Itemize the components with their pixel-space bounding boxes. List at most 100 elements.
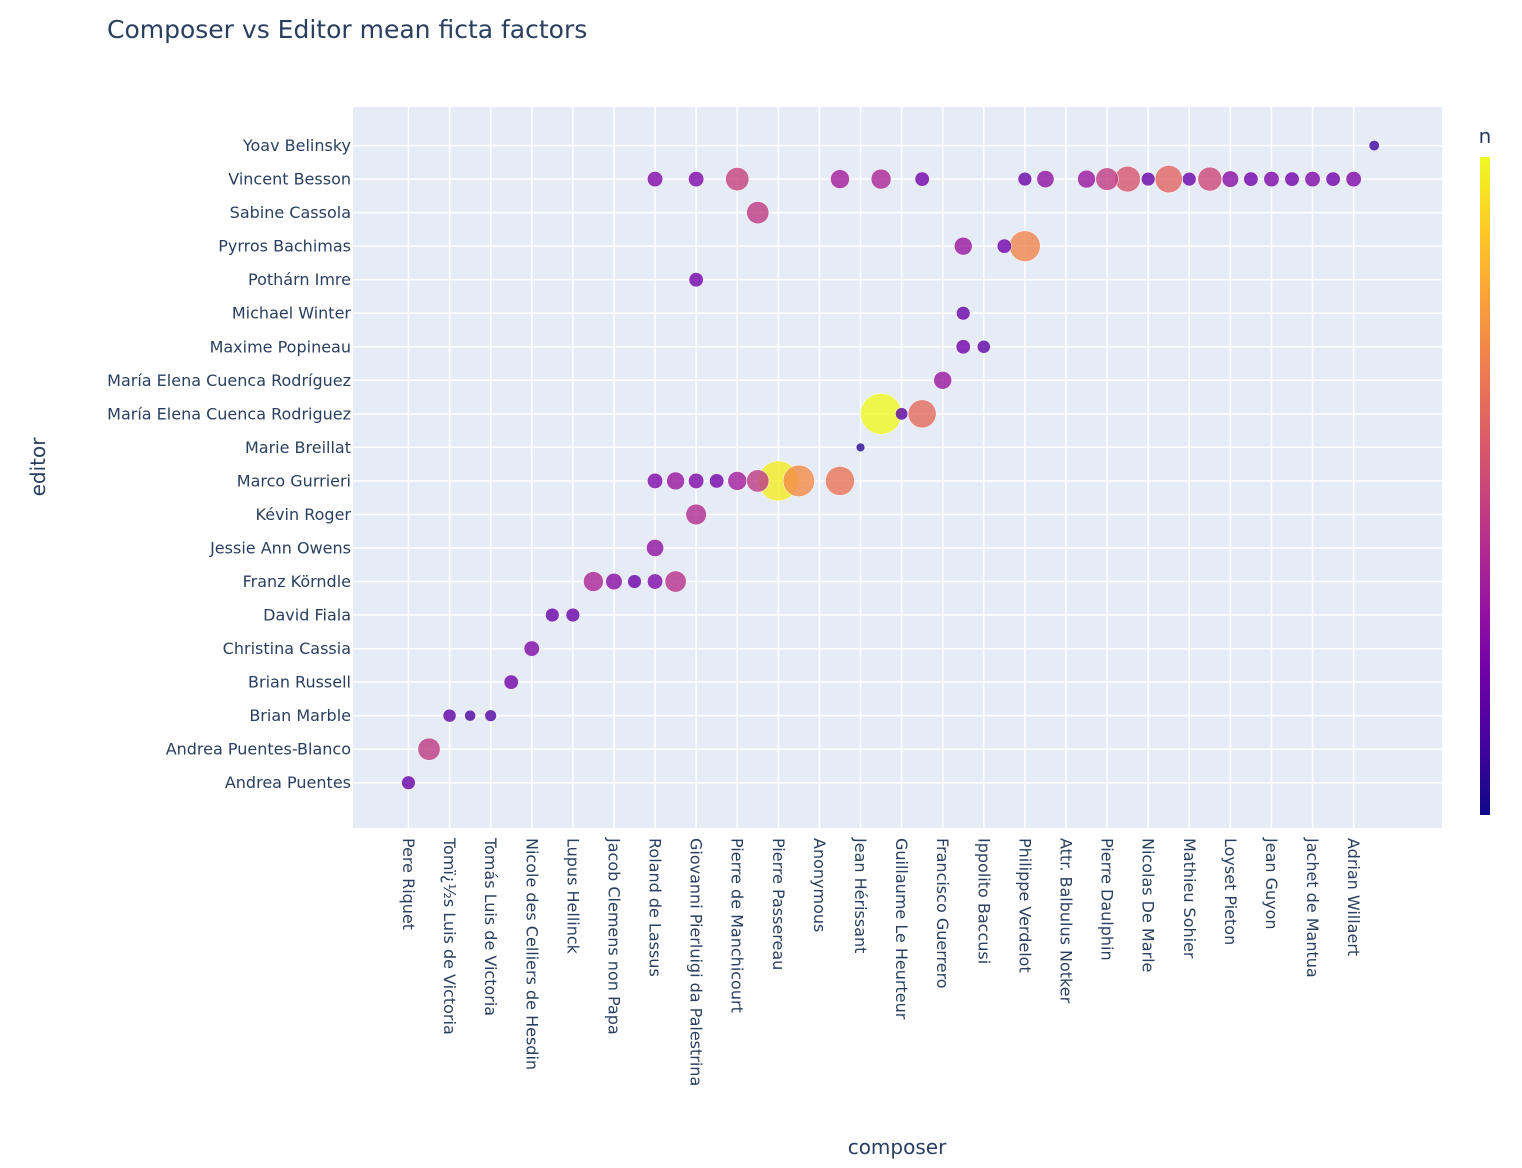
x-tick-label: Giovanni Pierluigi da Palestrina <box>687 838 706 1086</box>
x-tick-label: Pierre Daulphin <box>1098 838 1117 961</box>
data-point <box>401 775 416 790</box>
x-tick-label: Roland de Lassus <box>646 838 665 977</box>
data-point <box>1368 140 1380 152</box>
y-tick-label: Kévin Roger <box>256 505 352 524</box>
data-point <box>976 339 991 354</box>
y-tick-label: Michael Winter <box>232 304 352 323</box>
x-tick-label: Adrian Willaert <box>1344 838 1363 956</box>
data-point <box>688 171 705 188</box>
data-point <box>647 573 664 590</box>
x-tick-label: Pere Riquet <box>399 838 418 930</box>
data-point <box>664 570 687 593</box>
data-point <box>647 472 664 489</box>
data-point <box>685 503 707 525</box>
data-point <box>870 168 892 190</box>
y-tick-label: David Fiala <box>263 606 351 625</box>
x-tick-label: Mathieu Sohier <box>1180 838 1199 959</box>
data-point <box>688 272 704 288</box>
data-point <box>855 442 866 452</box>
y-tick-label: Andrea Puentes <box>225 773 351 792</box>
data-point <box>1095 167 1119 191</box>
x-tick-label: Jean Guyon <box>1262 837 1281 930</box>
x-tick-label: Philippe Verdelot <box>1015 838 1034 973</box>
data-point <box>825 466 855 496</box>
y-tick-label: Andrea Puentes-Blanco <box>166 740 351 759</box>
data-point <box>688 472 705 489</box>
x-tick-label: Nicolas De Marle <box>1139 838 1158 972</box>
data-point <box>933 371 952 390</box>
y-tick-label: Sabine Cassola <box>230 203 351 222</box>
data-point <box>1017 171 1033 187</box>
y-tick-label: María Elena Cuenca Rodriguez <box>107 404 351 423</box>
data-point <box>627 574 642 589</box>
data-point <box>1182 171 1197 187</box>
data-point <box>746 469 770 493</box>
plot-background <box>353 107 1442 828</box>
x-tick-label: Jean Hérissant <box>851 837 870 953</box>
data-point <box>996 238 1012 254</box>
y-tick-label: Maxime Popineau <box>210 337 351 356</box>
data-point <box>1304 171 1321 188</box>
data-point <box>954 236 973 256</box>
y-tick-label: Marie Breillat <box>245 438 351 457</box>
y-tick-label: Pothárn Imre <box>248 270 351 289</box>
data-point <box>464 709 476 722</box>
y-tick-label: Christina Cassia <box>223 639 351 658</box>
y-tick-label: María Elena Cuenca Rodríguez <box>107 371 351 390</box>
x-tick-label: Loyset Pieton <box>1221 838 1240 945</box>
data-point <box>1009 230 1041 262</box>
data-point <box>956 306 971 321</box>
y-tick-label: Jessie Ann Owens <box>209 538 351 557</box>
data-point <box>523 640 540 657</box>
data-point <box>583 571 604 592</box>
x-tick-label: Tomï¿½s Luis de Victoria <box>440 837 459 1035</box>
x-tick-label: Nicole des Celliers de Hesdin <box>522 838 541 1070</box>
data-point <box>545 607 560 623</box>
x-tick-label: Pierre Passereau <box>769 838 788 970</box>
data-point <box>484 709 497 722</box>
data-point <box>666 471 685 491</box>
x-tick-label: Jachet de Mantua <box>1303 837 1322 978</box>
data-point <box>1077 169 1096 189</box>
data-point <box>1243 171 1259 187</box>
data-point <box>1197 166 1223 192</box>
data-point <box>782 464 815 497</box>
data-point <box>727 471 747 491</box>
x-tick-label: Tomás Luis de Victoria <box>481 837 500 1016</box>
x-tick-label: Jacob Clemens non Papa <box>604 837 623 1035</box>
y-tick-label: Vincent Besson <box>228 170 351 189</box>
data-point <box>503 674 519 690</box>
chart-title: Composer vs Editor mean ficta factors <box>107 15 588 44</box>
y-tick-label: Pyrros Bachimas <box>218 237 351 256</box>
data-point <box>565 607 581 623</box>
data-point <box>907 399 937 429</box>
data-point <box>605 573 623 591</box>
data-point <box>1221 170 1239 188</box>
data-point <box>830 169 850 189</box>
data-point <box>955 339 971 355</box>
y-tick-label: Brian Russell <box>248 673 351 692</box>
y-tick-label: Franz Körndle <box>243 572 351 591</box>
data-point <box>646 539 664 557</box>
data-point <box>709 473 725 489</box>
data-point <box>1263 171 1280 188</box>
data-point <box>914 171 930 187</box>
data-point <box>895 407 909 421</box>
x-tick-label: Francisco Guerrero <box>933 838 952 989</box>
x-tick-label: Attr. Balbulus Notker <box>1056 838 1075 1004</box>
x-tick-label: Anonymous <box>810 838 829 932</box>
x-tick-label: Ippolito Baccusi <box>974 838 993 964</box>
colorbar-title: n <box>1479 124 1492 148</box>
data-point <box>1036 170 1055 188</box>
x-axis-title: composer <box>848 1135 947 1159</box>
data-point <box>1284 171 1300 187</box>
data-point <box>417 737 441 761</box>
y-tick-label: Marco Gurrieri <box>237 471 351 490</box>
x-tick-label: Lupus Hellinck <box>563 838 582 955</box>
y-tick-label: Yoav Belinsky <box>242 136 351 155</box>
data-point <box>442 708 457 723</box>
data-point <box>1154 165 1183 194</box>
data-point <box>1325 171 1341 187</box>
data-point <box>1345 171 1362 188</box>
